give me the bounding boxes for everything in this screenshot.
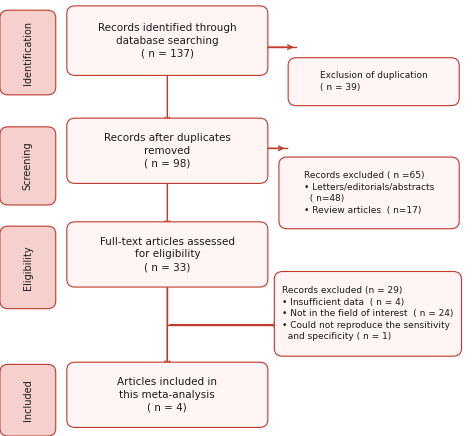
Text: Records excluded ( n =65)
• Letters/editorials/abstracts
  ( n=48)
• Review arti: Records excluded ( n =65) • Letters/edit…: [304, 171, 434, 215]
FancyBboxPatch shape: [0, 226, 56, 309]
Text: Records identified through
database searching
( n = 137): Records identified through database sear…: [98, 23, 237, 58]
FancyBboxPatch shape: [67, 362, 268, 427]
FancyBboxPatch shape: [279, 157, 459, 229]
FancyBboxPatch shape: [0, 364, 56, 436]
Text: Records excluded (n = 29)
• Insufficient data  ( n = 4)
• Not in the field of in: Records excluded (n = 29) • Insufficient…: [282, 286, 454, 341]
Text: Included: Included: [23, 379, 33, 421]
FancyBboxPatch shape: [67, 6, 268, 75]
FancyBboxPatch shape: [67, 222, 268, 287]
Text: Articles included in
this meta-analysis
( n = 4): Articles included in this meta-analysis …: [118, 377, 218, 412]
FancyBboxPatch shape: [0, 10, 56, 95]
Text: Exclusion of duplication
( n = 39): Exclusion of duplication ( n = 39): [320, 72, 428, 92]
Text: Full-text articles assessed
for eligibility
( n = 33): Full-text articles assessed for eligibil…: [100, 237, 235, 272]
FancyBboxPatch shape: [0, 127, 56, 205]
Text: Screening: Screening: [23, 142, 33, 190]
Text: Records after duplicates
removed
( n = 98): Records after duplicates removed ( n = 9…: [104, 133, 231, 169]
Text: Identification: Identification: [23, 20, 33, 85]
FancyBboxPatch shape: [288, 58, 459, 106]
Text: Eligibility: Eligibility: [23, 245, 33, 290]
FancyBboxPatch shape: [274, 272, 462, 356]
FancyBboxPatch shape: [67, 118, 268, 184]
